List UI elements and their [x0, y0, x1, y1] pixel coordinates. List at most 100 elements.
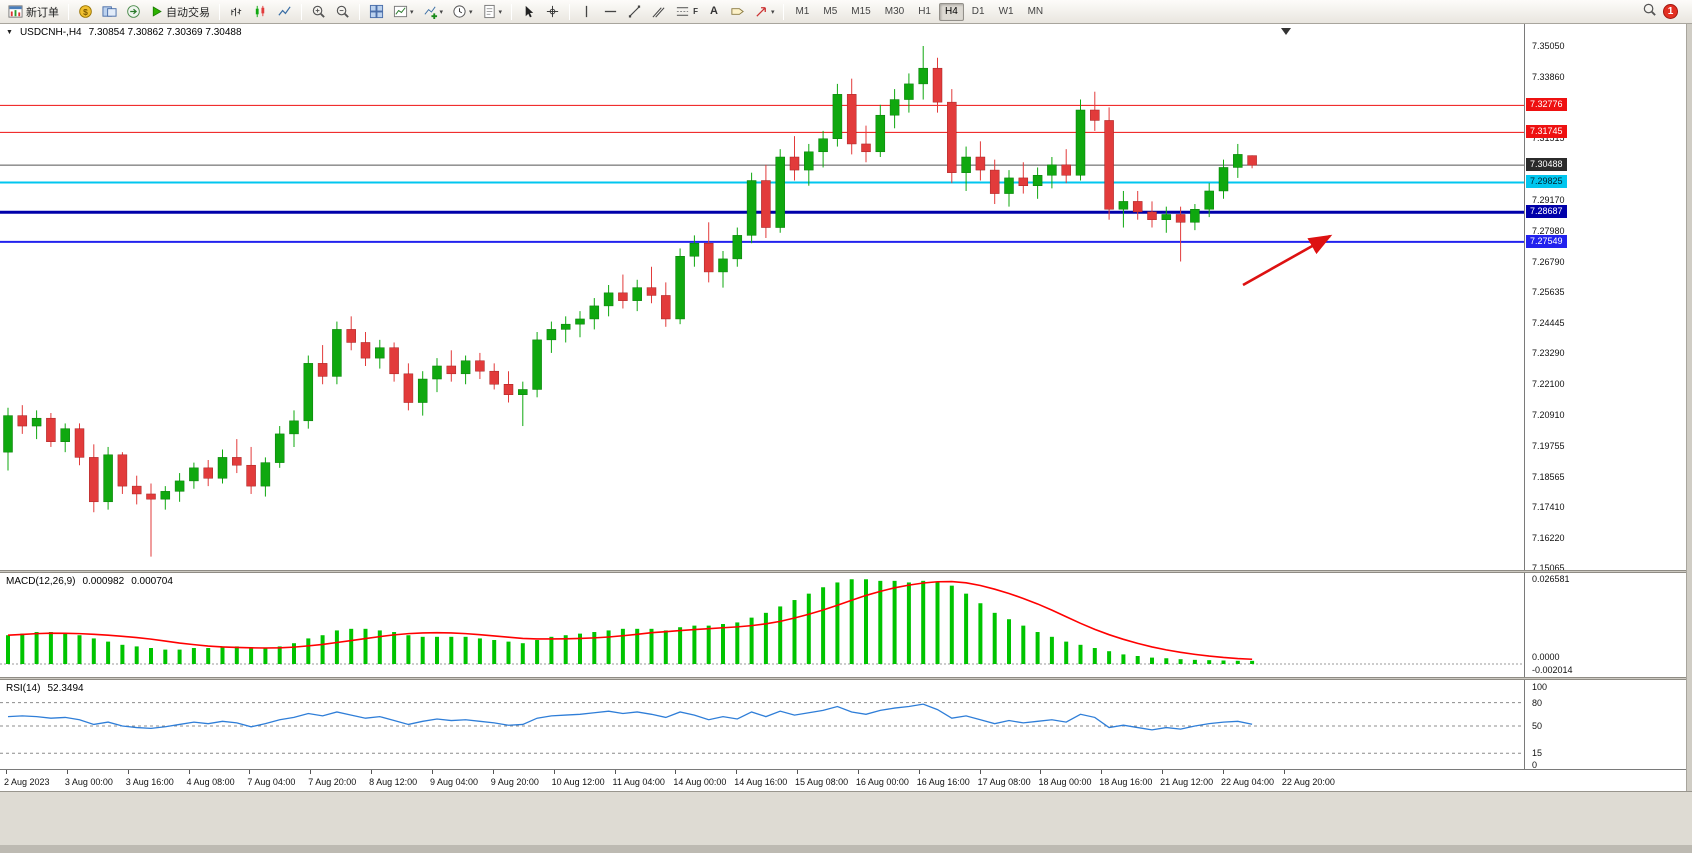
- candle-body: [1132, 201, 1143, 213]
- price-tick: 7.22100: [1532, 379, 1565, 390]
- bar-chart-button[interactable]: [225, 2, 248, 22]
- macd-bar: [549, 636, 554, 664]
- candle-body: [761, 180, 771, 228]
- timeframe-m1-button[interactable]: M1: [795, 6, 810, 17]
- timeframe-d1-button[interactable]: D1: [971, 6, 985, 17]
- price-tick: 7.29170: [1532, 194, 1565, 205]
- new-chart-button[interactable]: ▾: [389, 2, 418, 22]
- macd-bar: [106, 641, 111, 664]
- timeframe-h4-button[interactable]: H4: [938, 2, 964, 21]
- timeframe-h1-button[interactable]: H1: [918, 6, 931, 17]
- timeframe-m5-button[interactable]: M5: [823, 6, 838, 17]
- macd-bar: [177, 649, 182, 664]
- macd-bar: [878, 580, 883, 664]
- macd-bar: [778, 606, 783, 664]
- zoom-out-button[interactable]: [331, 2, 354, 22]
- terminal-button[interactable]: [122, 2, 145, 22]
- candle-body: [1047, 164, 1057, 176]
- zoom-in-button[interactable]: [307, 2, 330, 22]
- macd-bar: [277, 646, 282, 664]
- timeframe-mn-button[interactable]: MN: [1027, 6, 1044, 17]
- navigator-button[interactable]: [98, 2, 121, 22]
- macd-bar: [706, 625, 711, 664]
- text-label-button[interactable]: [726, 2, 749, 22]
- price-axis[interactable]: 7.35050 7.33860 7.31515 7.29170 7.27980 7.267…: [1524, 24, 1686, 573]
- time-tick: [979, 770, 981, 774]
- macd-bar: [34, 632, 39, 664]
- new-order-button[interactable]: 新订单: [4, 2, 63, 22]
- right-shift-marker[interactable]: [1281, 28, 1291, 35]
- panel-separator[interactable]: [0, 570, 1686, 573]
- time-label: 14 Aug 00:00: [673, 777, 727, 787]
- macd-bar: [1107, 651, 1112, 664]
- candle-body: [746, 180, 757, 236]
- macd-bar: [563, 635, 568, 664]
- macd-bar: [964, 593, 969, 664]
- time-axis[interactable]: 2 Aug 2023 3 Aug 00:00 3 Aug 16:00 4 Aug 08…: [0, 769, 1686, 791]
- chart-menu-icon[interactable]: ▼: [6, 29, 13, 36]
- vertical-scrollbar[interactable]: [1686, 24, 1692, 791]
- panel-separator[interactable]: [0, 677, 1686, 680]
- macd-bar: [1250, 660, 1255, 664]
- candle-body: [60, 428, 70, 442]
- macd-value-signal: 0.000704: [131, 576, 173, 587]
- tile-windows-button[interactable]: [365, 2, 388, 22]
- candle-body: [146, 493, 156, 500]
- line-chart-button[interactable]: [273, 2, 296, 22]
- vertical-line-icon: [579, 4, 594, 19]
- main-chart[interactable]: [0, 24, 1524, 570]
- macd-bar: [463, 636, 468, 664]
- price-tick: 7.31515: [1532, 133, 1565, 144]
- notification-badge[interactable]: 1: [1663, 4, 1678, 19]
- crosshair-button[interactable]: [541, 2, 564, 22]
- candlestick-icon: [253, 4, 268, 19]
- macd-chart[interactable]: [0, 573, 1524, 677]
- macd-bar: [606, 630, 611, 664]
- timeframe-m15-button[interactable]: M15: [851, 6, 871, 17]
- time-label: 8 Aug 12:00: [369, 777, 418, 787]
- fibonacci-button[interactable]: F: [671, 2, 702, 22]
- text-button[interactable]: A: [703, 2, 725, 22]
- time-tick: [614, 770, 616, 774]
- candle-body: [375, 347, 385, 359]
- macd-value-main: 0.000982: [82, 576, 125, 587]
- vertical-line-button[interactable]: [575, 2, 598, 22]
- horizontal-line-button[interactable]: [599, 2, 622, 22]
- zoom-out-icon: [335, 4, 350, 19]
- candle-body: [560, 323, 571, 330]
- cursor-button[interactable]: [517, 2, 540, 22]
- macd-bar: [320, 635, 325, 664]
- candle-body: [360, 342, 371, 359]
- macd-bar: [220, 646, 225, 664]
- timeframe-w1-button[interactable]: W1: [998, 6, 1014, 17]
- template-icon: [482, 4, 497, 19]
- market-watch-button[interactable]: $: [74, 2, 97, 22]
- macd-bar: [63, 633, 68, 664]
- trendline-button[interactable]: [623, 2, 646, 22]
- candle-body: [232, 457, 242, 466]
- time-tick: [675, 770, 677, 774]
- candle-body: [1075, 109, 1086, 176]
- macd-bar: [1092, 648, 1097, 664]
- rsi-chart[interactable]: [0, 680, 1524, 769]
- candlestick-chart-button[interactable]: [249, 2, 272, 22]
- rsi-name: RSI(14): [6, 683, 41, 694]
- macd-bar: [635, 628, 640, 664]
- macd-bar: [821, 587, 826, 664]
- trend-arrow-annotation[interactable]: [1242, 234, 1333, 287]
- macd-bar: [1221, 660, 1226, 664]
- zoom-in-icon: [311, 4, 326, 19]
- search-icon[interactable]: [1642, 2, 1657, 22]
- indicators-button[interactable]: ▾: [419, 2, 448, 22]
- price-tick: 7.17410: [1532, 501, 1565, 512]
- auto-trading-button[interactable]: 自动交易: [146, 2, 214, 22]
- toolbar-separator: [301, 3, 302, 20]
- timeframe-m30-button[interactable]: M30: [884, 6, 905, 17]
- candle-body: [289, 420, 299, 435]
- templates-button[interactable]: ▾: [478, 2, 507, 22]
- equidistant-channel-button[interactable]: [647, 2, 670, 22]
- macd-bar: [1207, 660, 1212, 664]
- periods-button[interactable]: ▾: [448, 2, 477, 22]
- arrows-button[interactable]: ▾: [750, 2, 779, 22]
- rsi-axis-tick: 0: [1532, 760, 1538, 770]
